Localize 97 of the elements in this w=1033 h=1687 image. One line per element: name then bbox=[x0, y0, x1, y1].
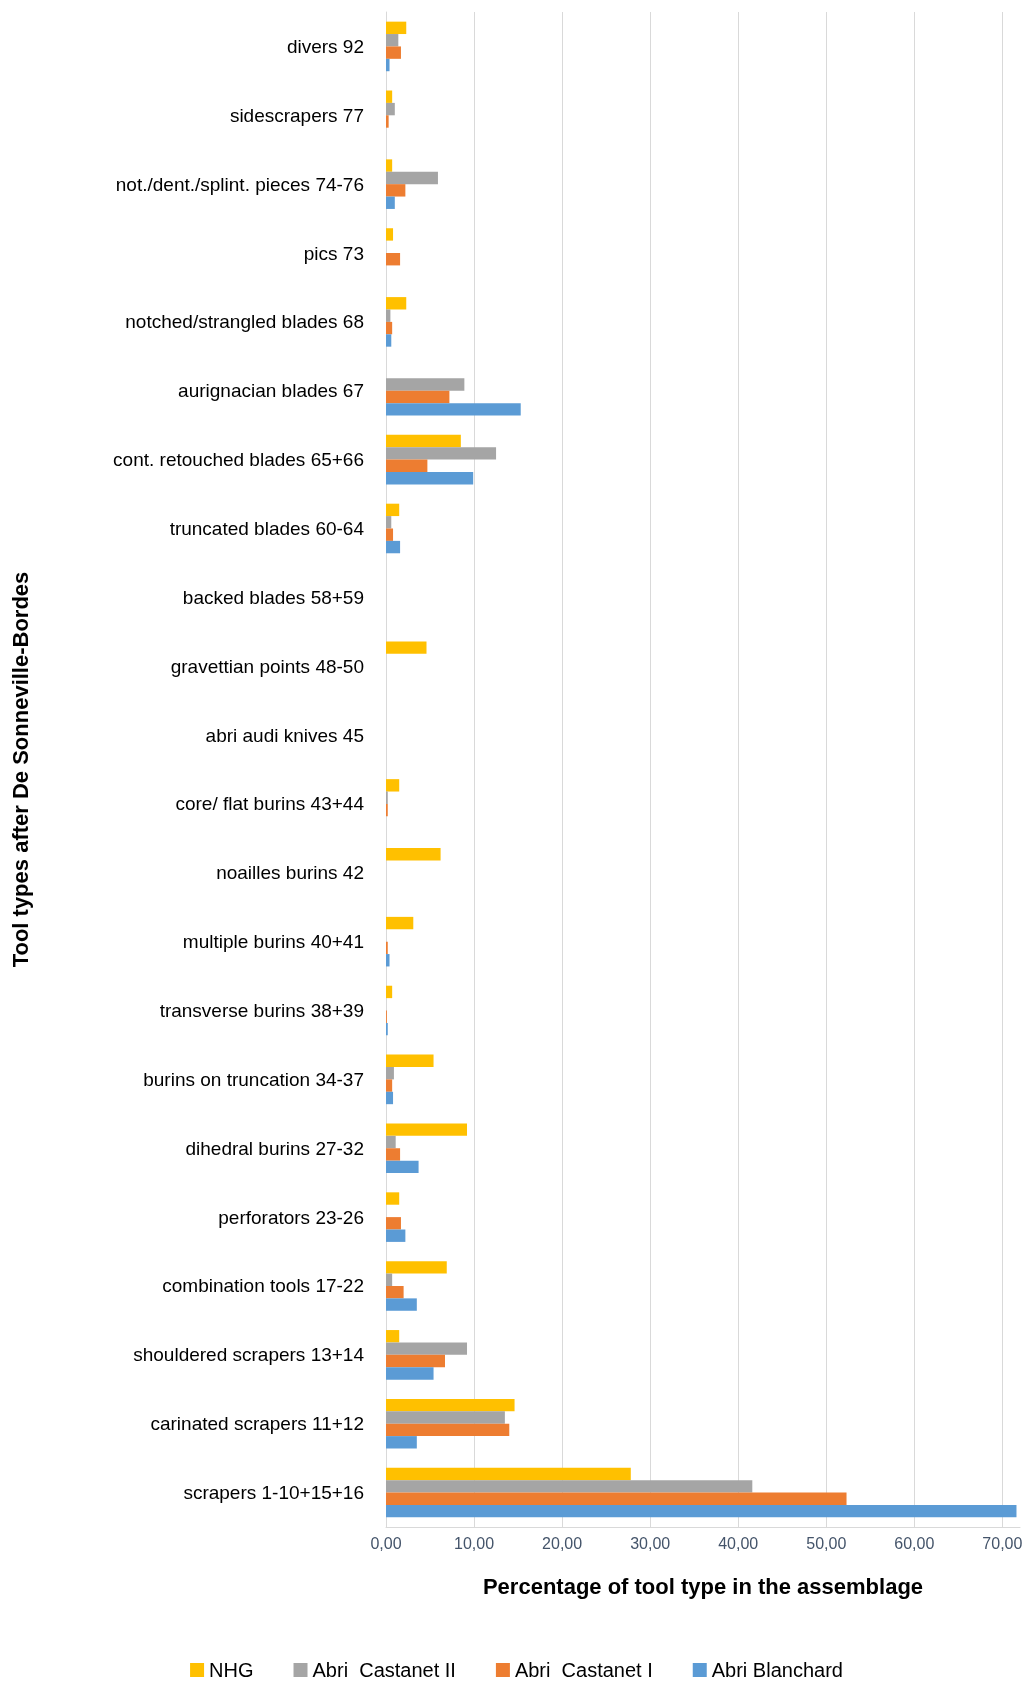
bar bbox=[386, 196, 395, 209]
bar bbox=[386, 253, 401, 266]
x-tick-label: 40,00 bbox=[718, 1534, 759, 1552]
bar bbox=[386, 1423, 510, 1437]
bar bbox=[386, 472, 474, 485]
y-tick-label: transverse burins 38+39 bbox=[159, 1000, 364, 1022]
bar bbox=[386, 378, 465, 391]
bar bbox=[386, 1411, 505, 1424]
y-axis-title: Tool types after De Sonneville-Bordes bbox=[7, 571, 33, 968]
bar bbox=[386, 641, 427, 654]
bar bbox=[386, 1367, 434, 1380]
y-tick-label: perforators 23-26 bbox=[218, 1206, 364, 1228]
bar bbox=[386, 390, 450, 404]
x-tick-label: 20,00 bbox=[542, 1534, 583, 1552]
y-tick-label: not./dent./splint. pieces 74-76 bbox=[115, 173, 364, 195]
legend-label: Abri Blanchard bbox=[711, 1659, 843, 1681]
y-tick-label: shouldered scrapers 13+14 bbox=[133, 1344, 365, 1366]
bar bbox=[386, 321, 393, 335]
bar bbox=[386, 954, 390, 967]
bar bbox=[386, 1135, 396, 1149]
bar bbox=[386, 1504, 1017, 1518]
bar bbox=[386, 1091, 394, 1105]
bar bbox=[386, 46, 401, 59]
x-tick-label: 10,00 bbox=[454, 1534, 495, 1552]
bar bbox=[386, 916, 414, 930]
bar bbox=[386, 21, 407, 35]
bar bbox=[386, 1354, 445, 1368]
x-tick-label: 0,00 bbox=[370, 1534, 402, 1552]
y-tick-label: dihedral burins 27-32 bbox=[185, 1137, 364, 1159]
bar bbox=[386, 58, 390, 72]
y-tick-label: divers 92 bbox=[286, 35, 364, 57]
bar bbox=[386, 102, 395, 116]
y-tick-label: pics 73 bbox=[303, 242, 364, 264]
bar bbox=[386, 171, 438, 185]
bar bbox=[386, 297, 407, 310]
bar bbox=[386, 1066, 394, 1080]
bar bbox=[386, 1436, 417, 1449]
bar bbox=[386, 1492, 847, 1505]
y-tick-label: truncated blades 60-64 bbox=[169, 517, 365, 539]
bar bbox=[386, 985, 393, 999]
bar bbox=[386, 309, 391, 322]
bar bbox=[386, 503, 400, 517]
y-tick-label: core/ flat burins 43+44 bbox=[175, 793, 365, 815]
bar bbox=[386, 90, 393, 103]
bar bbox=[386, 228, 394, 241]
bar bbox=[386, 1148, 401, 1161]
bar bbox=[386, 779, 400, 792]
bar bbox=[386, 1217, 401, 1230]
bar bbox=[386, 1261, 447, 1274]
bar bbox=[386, 1192, 400, 1205]
x-tick-label: 50,00 bbox=[806, 1534, 847, 1552]
y-tick-label: aurignacian blades 67 bbox=[178, 380, 364, 402]
bar bbox=[386, 434, 461, 448]
y-tick-label: notched/strangled blades 68 bbox=[125, 311, 364, 333]
legend-label: Abri Castanet II bbox=[312, 1659, 456, 1681]
bar bbox=[386, 1054, 434, 1067]
bar bbox=[386, 1285, 404, 1299]
bar bbox=[386, 1079, 393, 1092]
bar bbox=[386, 1330, 400, 1343]
bar bbox=[386, 1398, 515, 1412]
y-tick-label: backed blades 58+59 bbox=[182, 586, 364, 608]
bar bbox=[386, 403, 521, 416]
y-tick-label: sidescrapers 77 bbox=[229, 104, 364, 126]
bar bbox=[386, 516, 392, 529]
y-tick-label: scrapers 1-10+15+16 bbox=[183, 1482, 364, 1504]
y-tick-label: burins on truncation 34-37 bbox=[143, 1068, 364, 1090]
bar bbox=[386, 1467, 631, 1481]
bar bbox=[386, 34, 399, 47]
legend-label: Abri Castanet I bbox=[514, 1659, 653, 1681]
x-tick-label: 30,00 bbox=[630, 1534, 671, 1552]
bar bbox=[386, 1273, 393, 1286]
bar bbox=[386, 540, 401, 554]
bar bbox=[386, 115, 389, 128]
bar bbox=[386, 1229, 406, 1242]
y-tick-label: cont. retouched blades 65+66 bbox=[113, 449, 364, 471]
x-axis-title: Percentage of tool type in the assemblage bbox=[482, 1573, 924, 1599]
y-tick-label: multiple burins 40+41 bbox=[182, 931, 364, 953]
bar bbox=[386, 184, 406, 197]
x-tick-label: 60,00 bbox=[894, 1534, 935, 1552]
bar bbox=[386, 1160, 419, 1174]
x-tick-label: 70,00 bbox=[982, 1534, 1023, 1552]
bar bbox=[386, 528, 394, 541]
y-tick-label: noailles burins 42 bbox=[216, 862, 364, 884]
bar bbox=[386, 334, 392, 347]
bar bbox=[386, 1480, 753, 1493]
bar bbox=[386, 1298, 417, 1311]
y-tick-label: abri audi knives 45 bbox=[205, 724, 364, 746]
bar bbox=[386, 848, 441, 861]
y-tick-label: gravettian points 48-50 bbox=[170, 655, 364, 677]
legend-label: NHG bbox=[209, 1659, 254, 1681]
bar bbox=[386, 159, 393, 172]
bar bbox=[386, 459, 428, 473]
bar bbox=[386, 1123, 468, 1136]
bar bbox=[386, 447, 497, 460]
y-tick-label: carinated scrapers 11+12 bbox=[150, 1413, 364, 1435]
y-tick-label: combination tools 17-22 bbox=[162, 1275, 364, 1297]
bar bbox=[386, 1342, 468, 1355]
